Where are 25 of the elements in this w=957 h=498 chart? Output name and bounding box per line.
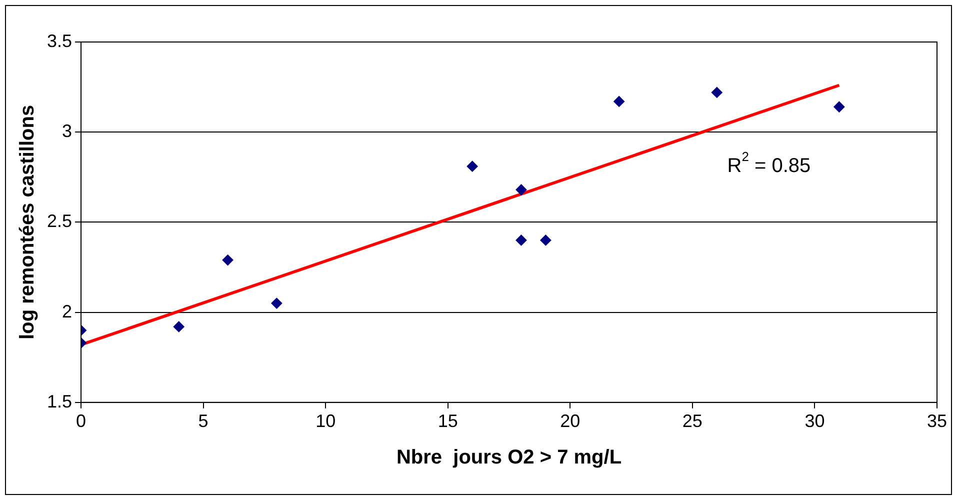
- x-axis-title: Nbre jours O2 > 7 mg/L: [396, 446, 622, 469]
- y-tick-label: 2.5: [46, 211, 72, 232]
- x-tick-label: 35: [926, 411, 948, 432]
- y-axis-title: log remontées castillons: [16, 104, 39, 340]
- x-tick-label: 25: [682, 411, 702, 432]
- point: [173, 321, 184, 332]
- x-tick-label: 10: [316, 411, 336, 432]
- point: [834, 101, 845, 112]
- point: [222, 254, 234, 266]
- x-tick-label: 20: [560, 411, 580, 432]
- x-tick-label: 0: [76, 411, 86, 432]
- point: [466, 160, 478, 172]
- y-tick-label: 3.5: [46, 30, 72, 51]
- y-tick-label: 1.5: [46, 391, 72, 412]
- y-tick-label: 3: [62, 121, 72, 142]
- y-tick-label: 2: [62, 301, 72, 322]
- point: [614, 96, 625, 107]
- point: [271, 298, 282, 309]
- x-tick-label: 15: [438, 411, 458, 432]
- x-tick-label: 30: [804, 411, 825, 432]
- point: [516, 184, 527, 196]
- point: [516, 234, 527, 246]
- point: [711, 86, 722, 98]
- x-tick-label: 5: [198, 411, 208, 432]
- point: [540, 234, 552, 246]
